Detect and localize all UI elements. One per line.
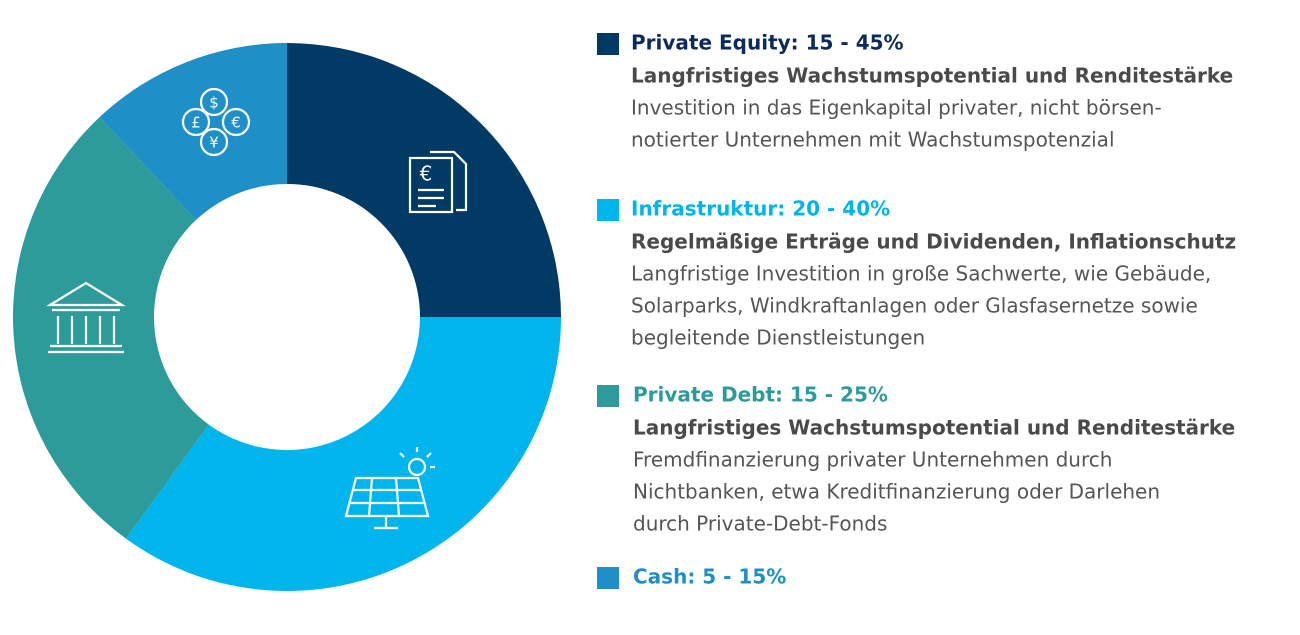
donut-slice [125,317,561,591]
icon-currencies: $ £ € ¥ [181,87,251,157]
legend-label: Cash: 5 - 15% [633,565,786,589]
legend-description: durch Private-Debt-Fonds [633,512,887,536]
icon-solar [344,447,435,530]
svg-text:£: £ [191,114,201,132]
legend-label: Private Equity: 15 - 45% [631,31,904,55]
donut-slice [99,43,288,221]
icon-bank [46,281,126,354]
svg-text:€: € [231,114,241,132]
svg-text:€: € [420,162,433,186]
legend-headline: Langfristiges Wachstumspotential und Ren… [631,64,1233,88]
legend-label: Infrastruktur: 20 - 40% [631,197,890,221]
legend-headline: Regelmäßige Erträge und Dividenden, Infl… [631,230,1236,254]
legend-description: Fremdfinanzierung privater Unternehmen d… [633,448,1112,472]
legend-description: begleitende Dienstleistungen [631,326,925,350]
legend-swatch [597,199,619,221]
legend-description: notierter Unternehmen mit Wachstumspoten… [631,128,1115,152]
legend-description: Nichtbanken, etwa Kreditfinanzierung ode… [633,480,1160,504]
donut-slice [287,43,561,317]
svg-text:$: $ [209,94,219,112]
donut-slice [12,117,209,539]
legend-swatch [597,567,619,589]
legend-headline: Langfristiges Wachstumspotential und Ren… [633,416,1235,440]
legend-label: Private Debt: 15 - 25% [633,383,888,407]
legend-swatch [597,33,619,55]
svg-text:¥: ¥ [209,134,219,152]
legend-swatch [597,385,619,407]
legend: Private Equity: 15 - 45% Langfristiges Wa… [597,31,1236,589]
icon-documents: € [408,150,468,214]
legend-description: Langfristige Investition in große Sachwe… [631,262,1211,286]
legend-description: Solarparks, Windkraftanlagen oder Glasfa… [631,294,1198,318]
legend-description: Investition in das Eigenkapital privater… [631,96,1162,120]
donut [12,43,561,591]
